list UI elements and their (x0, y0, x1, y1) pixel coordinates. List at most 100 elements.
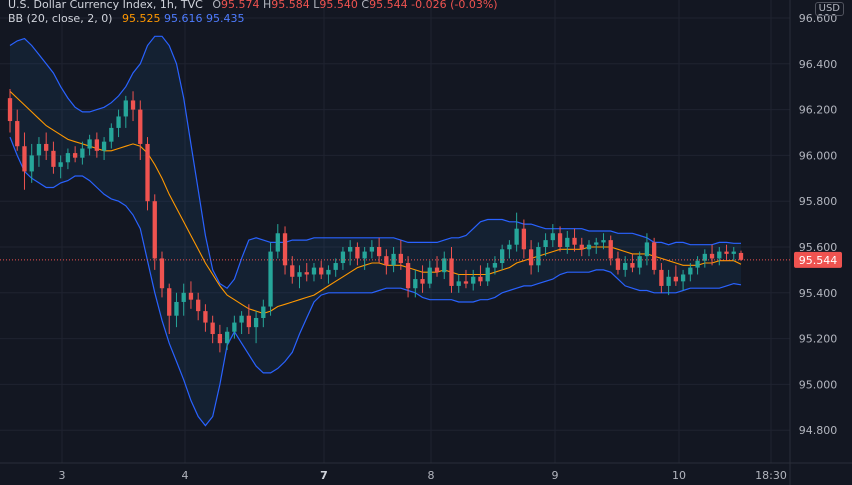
candle-body (29, 155, 34, 172)
candle-body (463, 281, 469, 284)
bb-lower-value: 95.435 (205, 12, 245, 25)
candle (536, 242, 541, 273)
candle (427, 260, 432, 289)
candle (601, 233, 606, 250)
x-tick-label: 7 (320, 469, 328, 482)
candle-body (275, 233, 280, 252)
candle (688, 263, 693, 282)
candle-body (623, 263, 628, 270)
y-tick-label: 95.000 (799, 378, 838, 391)
candle (297, 265, 302, 289)
candle-body (557, 233, 563, 247)
candle (290, 256, 295, 284)
x-tick-label: 18:30 (755, 469, 787, 482)
candle (471, 269, 476, 291)
candle (717, 247, 722, 266)
candle-body (65, 153, 71, 163)
candle (586, 240, 592, 257)
candle (282, 226, 288, 275)
candle-body (290, 265, 295, 277)
candle-body (333, 263, 338, 270)
candle (666, 269, 671, 296)
candle (500, 244, 505, 270)
candle-body (87, 139, 92, 149)
candle (724, 244, 729, 261)
y-tick-label: 95.800 (799, 195, 838, 208)
candle (644, 233, 650, 266)
candle (7, 88, 13, 133)
candle (15, 109, 20, 151)
candle (51, 141, 56, 174)
candle (203, 304, 208, 332)
candle (376, 237, 382, 264)
candle (152, 194, 157, 270)
candle (521, 219, 527, 259)
y-tick-label: 94.800 (799, 424, 838, 437)
candle (145, 137, 150, 211)
bb-band-fill (10, 36, 741, 426)
symbol-legend[interactable]: U.S. Dollar Currency Index, 1h, TVC O95.… (8, 0, 498, 12)
candle-body (311, 267, 317, 275)
candle (138, 100, 143, 160)
candle (333, 258, 338, 277)
open-label: O (212, 0, 221, 11)
candle (210, 315, 215, 344)
low-label: L (313, 0, 320, 11)
candle-body (152, 201, 157, 259)
candle (456, 274, 461, 293)
candle-body (637, 256, 642, 268)
candle-body (297, 272, 302, 277)
candle (174, 292, 179, 328)
candle-body (224, 331, 230, 344)
candle (29, 143, 34, 183)
candle-body (572, 237, 577, 245)
candle (275, 224, 280, 259)
candle (709, 244, 715, 266)
x-axis[interactable]: 3 4 7 8 9 10 18:30 (59, 469, 787, 482)
candle-body (688, 267, 693, 275)
candle (492, 256, 498, 275)
candle-body (543, 240, 548, 247)
candle-body (217, 334, 223, 344)
candle-body (369, 247, 375, 252)
bb-legend[interactable]: BB (20, close, 2, 0) 95.525 95.616 95.43… (8, 12, 244, 26)
candle-body (594, 242, 599, 245)
candle-body (738, 252, 744, 260)
candle-body (51, 150, 56, 167)
candle-body (536, 247, 541, 266)
candle (159, 251, 165, 298)
candle-body (167, 288, 172, 316)
candles (7, 88, 744, 353)
candle-body (44, 143, 49, 151)
candle (348, 240, 353, 266)
candle (398, 240, 403, 270)
candle-body (246, 315, 251, 328)
candle (94, 132, 100, 158)
candle (196, 292, 201, 321)
currency-badge[interactable]: USD (814, 2, 844, 16)
candle-body (116, 116, 121, 128)
candle (58, 155, 63, 179)
candle (304, 263, 309, 282)
candle-body (174, 301, 179, 316)
candle (651, 237, 657, 275)
candle (449, 247, 454, 293)
candle-body (261, 306, 266, 318)
candle-body (579, 244, 584, 250)
candle (36, 137, 42, 167)
candle-body (15, 121, 20, 147)
candle-body (478, 276, 483, 282)
candle (680, 269, 686, 291)
candle (543, 233, 548, 257)
candle (167, 283, 172, 335)
candle-body (565, 237, 570, 247)
y-axis[interactable]: 96.60096.40096.20096.00095.80095.60095.4… (799, 12, 838, 437)
candle (80, 141, 85, 165)
candle (130, 91, 136, 122)
candle-body (355, 247, 360, 259)
candle-body (123, 100, 128, 117)
candle (224, 327, 230, 351)
candle (72, 146, 78, 163)
current-price-tag: 95.544 (794, 251, 842, 268)
